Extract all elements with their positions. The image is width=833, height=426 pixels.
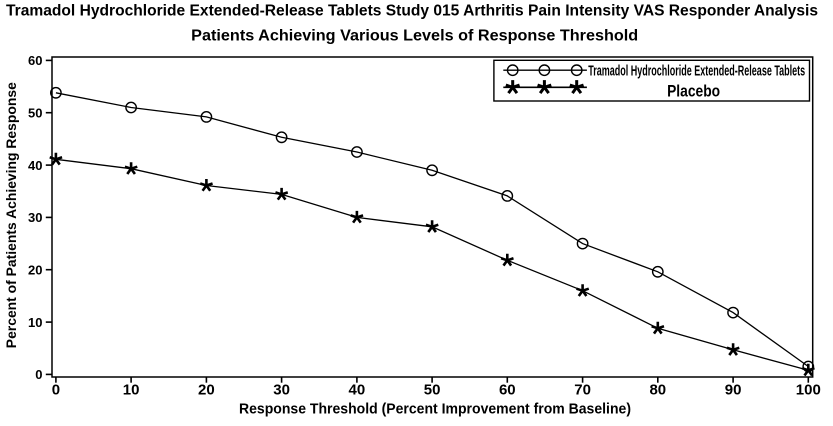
svg-text:60: 60	[28, 53, 42, 68]
svg-text:30: 30	[273, 382, 290, 399]
svg-text:40: 40	[349, 382, 366, 399]
svg-text:30: 30	[28, 210, 42, 225]
svg-text:80: 80	[649, 382, 666, 399]
svg-text:20: 20	[198, 382, 215, 399]
svg-text:50: 50	[424, 382, 441, 399]
svg-text:Percent of Patients Achieving: Percent of Patients Achieving Response	[3, 82, 19, 348]
svg-text:40: 40	[28, 158, 42, 173]
svg-text:Tramadol Hydrochloride Extende: Tramadol Hydrochloride Extended-Release …	[588, 63, 805, 79]
svg-text:Tramadol Hydrochloride Extende: Tramadol Hydrochloride Extended-Release …	[6, 3, 818, 20]
svg-text:Patients Achieving Various Lev: Patients Achieving Various Levels of Res…	[191, 28, 638, 45]
svg-text:90: 90	[725, 382, 742, 399]
svg-text:20: 20	[28, 262, 42, 277]
svg-text:10: 10	[123, 382, 140, 399]
svg-text:60: 60	[499, 382, 516, 399]
svg-text:100: 100	[796, 382, 821, 399]
svg-text:0: 0	[52, 382, 60, 399]
svg-text:50: 50	[28, 105, 42, 120]
svg-text:0: 0	[35, 367, 42, 382]
svg-text:Placebo: Placebo	[667, 81, 720, 100]
svg-text:70: 70	[574, 382, 591, 399]
svg-text:Response Threshold (Percent Im: Response Threshold (Percent Improvement …	[239, 402, 631, 418]
svg-text:10: 10	[28, 315, 42, 330]
